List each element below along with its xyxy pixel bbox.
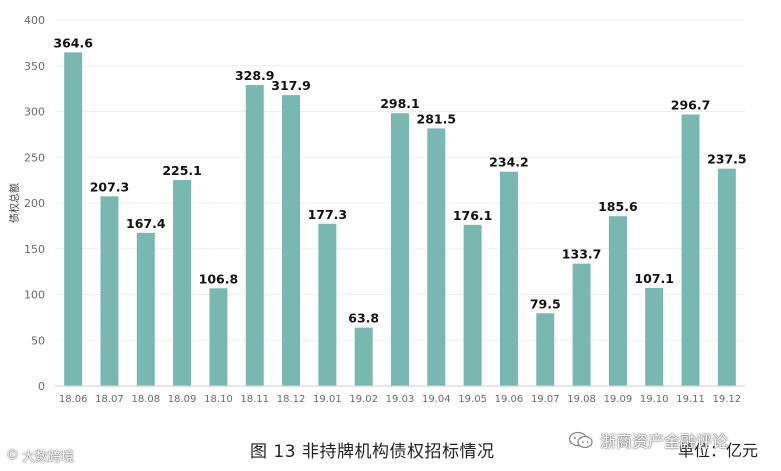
wechat-icon [568, 431, 593, 449]
y-axis-label: 债权总额 [8, 183, 21, 223]
bar [282, 95, 301, 387]
y-tick-label: 100 [24, 289, 45, 302]
y-tick-label: 300 [24, 106, 45, 119]
x-tick-label: 18.11 [240, 394, 269, 405]
data-label: 281.5 [417, 111, 457, 126]
data-label: 237.5 [707, 152, 747, 167]
x-tick-label: 19.12 [713, 394, 742, 405]
data-label: 298.1 [380, 96, 420, 111]
bar [173, 180, 192, 386]
bar [681, 114, 700, 386]
y-tick-label: 200 [24, 197, 45, 210]
y-tick-label: 350 [24, 60, 45, 73]
data-label: 177.3 [308, 207, 348, 222]
x-tick-label: 19.02 [349, 394, 378, 405]
bar [391, 113, 409, 387]
bar [318, 223, 337, 386]
figure-caption: 图 13 非持牌机构债权招标情况 [250, 442, 495, 462]
bar [645, 288, 664, 386]
watermark-left-text: 大数跨境 [22, 450, 75, 465]
data-label: 225.1 [162, 163, 202, 178]
bar [463, 224, 482, 386]
y-axis-ticks: 0 50 100 150 200 250 300 350 400 [24, 14, 45, 393]
bar [717, 168, 736, 386]
x-tick-label: 18.10 [204, 394, 233, 405]
x-tick-label: 19.08 [567, 394, 596, 405]
data-label: 328.9 [235, 68, 275, 83]
copyright-icon: © [6, 448, 19, 463]
bar [536, 313, 555, 386]
y-tick-label: 50 [31, 334, 45, 347]
x-tick-label: 19.11 [676, 394, 705, 405]
bar-chart: 0 50 100 150 200 250 300 350 400 债权总额 364.6 207.3… [8, 14, 747, 405]
data-label: 207.3 [90, 179, 130, 194]
bar [100, 196, 119, 386]
data-label: 317.9 [271, 78, 311, 93]
x-tick-label: 19.03 [386, 394, 415, 405]
x-tick-label: 18.08 [131, 394, 160, 405]
bar [499, 171, 518, 386]
x-tick-label: 19.09 [604, 394, 633, 405]
x-tick-label: 18.06 [59, 394, 88, 405]
data-label: 185.6 [598, 199, 638, 214]
data-label: 364.6 [53, 35, 93, 50]
x-tick-label: 19.07 [531, 394, 560, 405]
data-label: 106.8 [199, 271, 239, 286]
watermark-left: © 大数跨境 [6, 446, 74, 465]
data-label: 63.8 [348, 311, 379, 326]
x-tick-label: 18.09 [168, 394, 197, 405]
x-axis-ticks: 18.06 18.07 18.08 18.09 18.10 18.11 18.12 19.01… [59, 394, 741, 405]
data-label: 234.2 [489, 155, 529, 170]
x-tick-label: 18.07 [95, 394, 124, 405]
bar [136, 232, 155, 386]
unit-label: 单位：亿元 [678, 441, 759, 460]
y-tick-label: 400 [24, 14, 45, 27]
x-tick-label: 19.04 [422, 394, 451, 405]
x-tick-label: 19.05 [458, 394, 487, 405]
bar [427, 128, 446, 387]
bar [64, 52, 83, 387]
data-label: 133.7 [562, 247, 602, 262]
x-tick-label: 19.01 [313, 394, 342, 405]
bar [354, 327, 373, 386]
data-label: 176.1 [453, 208, 493, 223]
x-tick-label: 19.06 [495, 394, 524, 405]
bar [572, 263, 591, 386]
y-tick-label: 150 [24, 243, 45, 256]
bar [245, 85, 264, 386]
data-label: 107.1 [634, 271, 674, 286]
bars [64, 52, 736, 387]
data-label: 79.5 [530, 296, 561, 311]
y-tick-label: 250 [24, 151, 45, 164]
y-tick-label: 0 [38, 380, 45, 393]
data-label: 296.7 [671, 98, 711, 113]
watermark-right-text: 浙商资产金融评论 [600, 432, 729, 451]
data-label: 167.4 [126, 216, 166, 231]
bar [209, 288, 228, 386]
bar [608, 216, 627, 386]
x-tick-label: 19.10 [640, 394, 669, 405]
watermark-right: 浙商资产金融评论 [568, 428, 728, 452]
x-tick-label: 18.12 [277, 394, 306, 405]
